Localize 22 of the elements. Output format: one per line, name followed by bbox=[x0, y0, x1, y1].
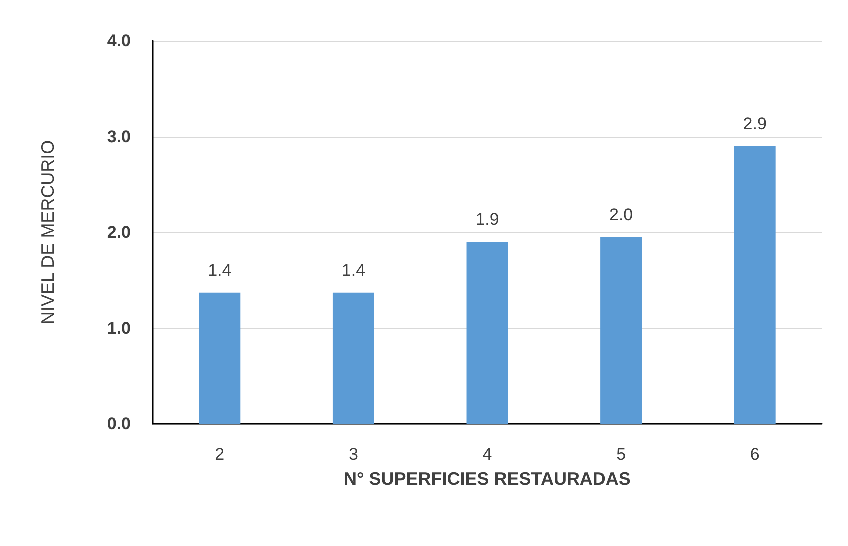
y-tick-label: 0.0 bbox=[107, 414, 131, 434]
data-label: 1.4 bbox=[342, 260, 366, 280]
x-tick-label: 2 bbox=[215, 445, 225, 464]
x-tick-label: 3 bbox=[348, 445, 358, 464]
y-tick-label: 1.0 bbox=[107, 318, 131, 338]
data-label: 1.4 bbox=[208, 260, 232, 280]
x-axis-title: N° SUPERFICIES RESTAURADAS bbox=[344, 469, 631, 489]
data-label: 1.9 bbox=[476, 210, 500, 230]
x-tick-label: 5 bbox=[616, 445, 626, 464]
data-label: 2.0 bbox=[609, 205, 634, 224]
bar bbox=[466, 242, 508, 424]
x-tick-label: 4 bbox=[482, 445, 492, 464]
data-label: 2.9 bbox=[743, 114, 767, 134]
bar bbox=[734, 146, 776, 424]
bar bbox=[199, 292, 241, 424]
y-tick-label: 2.0 bbox=[107, 223, 131, 242]
y-tick-label: 4.0 bbox=[107, 32, 131, 50]
bar bbox=[332, 292, 374, 424]
bar bbox=[600, 237, 642, 424]
y-tick-label: 3.0 bbox=[107, 127, 131, 146]
y-axis-title: NIVEL DE MERCURIO bbox=[38, 140, 58, 325]
x-tick-label: 6 bbox=[750, 445, 760, 464]
